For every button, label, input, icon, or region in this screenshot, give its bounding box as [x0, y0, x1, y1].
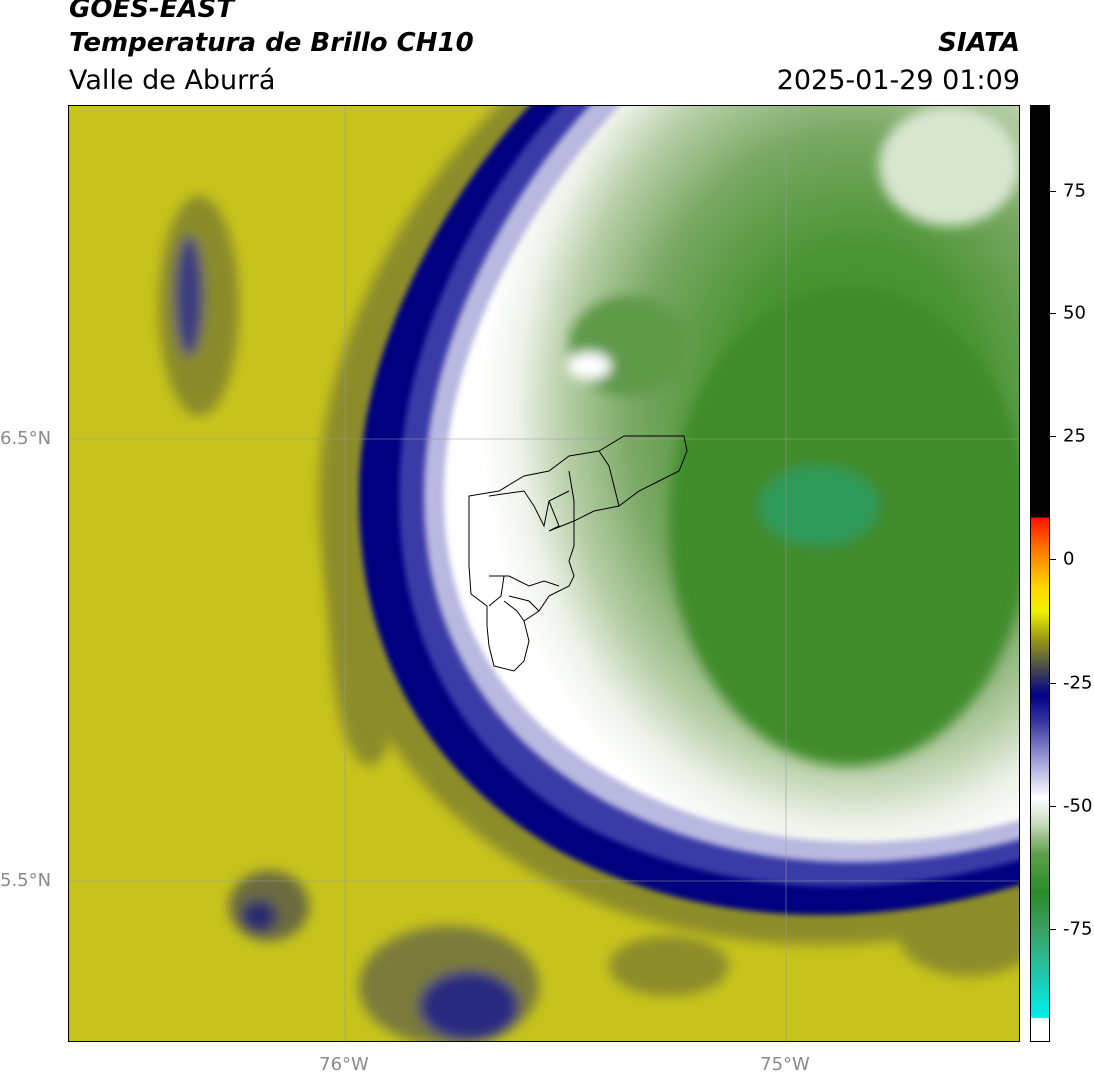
colorbar-label-50: 50: [1063, 302, 1086, 324]
map-canvas: [69, 106, 1019, 1041]
colorbar-tick: [1050, 436, 1056, 437]
municipality-boundaries: [468, 435, 688, 672]
colorbar-tick: [1050, 806, 1056, 807]
lat-label-6-5: 6.5°N: [0, 428, 52, 449]
colorbar-tick: [1050, 191, 1056, 192]
colorbar-label-minus75: -75: [1063, 918, 1093, 940]
timestamp: 2025-01-29 01:09: [776, 65, 1020, 96]
satellite-map[interactable]: [68, 105, 1020, 1042]
lon-label-75w: 75°W: [760, 1054, 810, 1075]
title-satellite: GOES-EAST: [69, 0, 235, 24]
title-product: Temperatura de Brillo CH10: [69, 28, 474, 58]
colorbar-tick: [1050, 929, 1056, 930]
colorbar-label-75: 75: [1063, 180, 1086, 202]
colorbar: [1030, 105, 1050, 1042]
colorbar-tick: [1050, 683, 1056, 684]
graticule: [69, 106, 1019, 1041]
region-subtitle: Valle de Aburrá: [69, 65, 276, 96]
colorbar-label-25: 25: [1063, 425, 1086, 447]
colorbar-label-minus25: -25: [1063, 672, 1093, 694]
brand-label: SIATA: [938, 28, 1020, 58]
lon-label-76w: 76°W: [319, 1054, 369, 1075]
lat-label-5-5: 5.5°N: [0, 870, 52, 891]
cloud-core: [567, 106, 1019, 766]
colorbar-label-minus50: -50: [1063, 795, 1093, 817]
colorbar-label-0: 0: [1063, 548, 1075, 570]
colorbar-tick: [1050, 313, 1056, 314]
colorbar-tick: [1050, 559, 1056, 560]
